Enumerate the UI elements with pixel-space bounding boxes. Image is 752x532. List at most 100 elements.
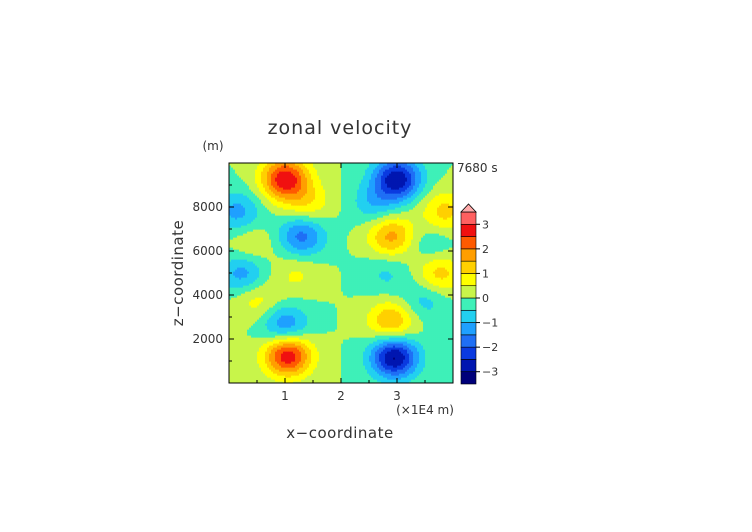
field-cell xyxy=(291,349,294,352)
field-cell xyxy=(313,335,316,338)
field-cell xyxy=(349,307,352,310)
field-cell xyxy=(373,353,376,356)
field-cell xyxy=(441,349,444,352)
field-cell xyxy=(313,315,316,318)
field-cell xyxy=(279,381,282,383)
field-cell xyxy=(279,367,282,370)
field-cell xyxy=(393,307,396,310)
field-cell xyxy=(335,345,338,348)
field-cell xyxy=(397,381,400,383)
field-cell xyxy=(233,375,236,378)
field-cell xyxy=(437,351,440,354)
field-cell xyxy=(233,313,236,316)
field-cell xyxy=(359,351,362,354)
field-cell xyxy=(281,305,284,308)
field-cell xyxy=(305,375,308,378)
field-cell xyxy=(353,375,356,378)
field-cell xyxy=(331,323,334,326)
field-cell xyxy=(263,363,266,366)
field-cell xyxy=(421,353,424,356)
field-cell xyxy=(365,303,368,306)
field-cell xyxy=(249,313,252,316)
field-cell xyxy=(341,303,344,306)
field-cell xyxy=(259,321,262,324)
field-cell xyxy=(429,375,432,378)
field-cell xyxy=(231,301,234,304)
field-cell xyxy=(311,309,314,312)
field-cell xyxy=(361,347,364,350)
field-cell xyxy=(447,341,450,344)
field-cell xyxy=(289,361,292,364)
field-cell xyxy=(361,371,364,374)
field-cell xyxy=(409,313,412,316)
field-cell xyxy=(273,323,276,326)
field-cell xyxy=(327,313,330,316)
field-cell xyxy=(413,337,416,340)
field-cell xyxy=(313,341,316,344)
field-cell xyxy=(347,381,350,383)
field-cell xyxy=(305,325,308,328)
field-cell xyxy=(431,333,434,336)
field-cell xyxy=(291,377,294,380)
field-cell xyxy=(229,337,232,340)
field-cell xyxy=(337,305,340,308)
field-cell xyxy=(247,359,250,362)
field-cell xyxy=(389,327,392,330)
field-cell xyxy=(381,315,384,318)
field-cell xyxy=(441,373,444,376)
field-cell xyxy=(325,323,328,326)
field-cell xyxy=(349,353,352,356)
field-cell xyxy=(279,369,282,372)
field-cell xyxy=(273,357,276,360)
field-cell xyxy=(391,337,394,340)
field-cell xyxy=(401,373,404,376)
field-cell xyxy=(231,349,234,352)
field-cell xyxy=(369,355,372,358)
field-cell xyxy=(355,311,358,314)
field-cell xyxy=(387,367,390,370)
field-cell xyxy=(339,317,342,320)
field-cell xyxy=(327,325,330,328)
field-cell xyxy=(413,333,416,336)
field-cell xyxy=(419,331,422,334)
field-cell xyxy=(257,325,260,328)
field-cell xyxy=(393,369,396,372)
field-cell xyxy=(419,343,422,346)
field-cell xyxy=(327,361,330,364)
field-cell xyxy=(265,317,268,320)
field-cell xyxy=(441,355,444,358)
field-cell xyxy=(369,351,372,354)
field-cell xyxy=(251,359,254,362)
field-cell xyxy=(285,363,288,366)
field-cell xyxy=(323,329,326,332)
field-cell xyxy=(247,325,250,328)
field-cell xyxy=(325,363,328,366)
field-cell xyxy=(429,363,432,366)
field-cell xyxy=(449,355,452,358)
field-cell xyxy=(443,301,446,304)
field-cell xyxy=(365,329,368,332)
field-cell xyxy=(239,361,242,364)
field-cell xyxy=(335,309,338,312)
field-cell xyxy=(345,333,348,336)
field-cell xyxy=(269,357,272,360)
field-cell xyxy=(291,311,294,314)
field-cell xyxy=(343,305,346,308)
field-cell xyxy=(363,353,366,356)
field-cell xyxy=(241,319,244,322)
field-cell xyxy=(323,337,326,340)
field-cell xyxy=(293,359,296,362)
field-cell xyxy=(353,371,356,374)
field-cell xyxy=(347,347,350,350)
field-cell xyxy=(439,317,442,320)
field-cell xyxy=(277,367,280,370)
field-cell xyxy=(245,327,248,330)
field-cell xyxy=(399,335,402,338)
field-cell xyxy=(277,359,280,362)
field-cell xyxy=(269,381,272,383)
field-cell xyxy=(449,375,452,378)
field-cell xyxy=(329,301,332,304)
field-cell xyxy=(387,347,390,350)
field-cell xyxy=(393,321,396,324)
field-cell xyxy=(373,361,376,364)
